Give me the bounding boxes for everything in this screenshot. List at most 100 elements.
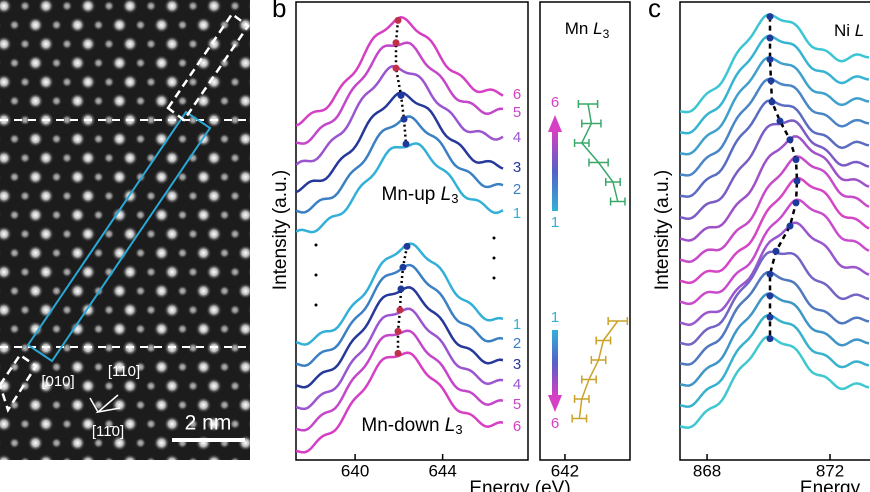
atom <box>92 209 105 221</box>
atom <box>80 188 96 204</box>
atom <box>218 247 231 259</box>
atom <box>61 342 73 354</box>
atom <box>0 172 2 182</box>
atom <box>206 302 222 318</box>
spectrum-title: Mn-down L3 <box>361 415 462 437</box>
atom <box>176 323 189 335</box>
atom <box>248 0 250 12</box>
atom <box>145 190 157 202</box>
atom <box>280 131 296 147</box>
layer-label: 4 <box>513 129 521 146</box>
atom <box>92 437 105 449</box>
atom <box>0 454 12 460</box>
atom <box>19 114 31 126</box>
atom <box>261 133 272 144</box>
atom <box>28 473 44 489</box>
atom <box>50 95 63 107</box>
layer-label: 5 <box>513 104 521 121</box>
atom <box>164 264 180 280</box>
layer-label: 1 <box>513 205 521 222</box>
spectrum <box>680 176 870 285</box>
layer-label: 2 <box>513 181 521 198</box>
atom <box>237 207 250 223</box>
direction-label: [010] <box>41 373 74 390</box>
atom <box>19 190 31 202</box>
atom <box>61 418 73 430</box>
atom <box>218 95 231 107</box>
atom <box>164 416 180 432</box>
atom <box>103 114 115 126</box>
atom <box>80 0 96 14</box>
peak-dot <box>397 91 405 99</box>
atom <box>122 378 138 394</box>
atom <box>218 361 231 373</box>
atom <box>0 248 2 258</box>
atom <box>122 416 138 432</box>
atom <box>50 399 63 411</box>
atom <box>103 266 115 278</box>
atom <box>27 55 44 71</box>
atom <box>50 361 63 373</box>
atom <box>0 36 12 52</box>
atom <box>280 55 296 71</box>
atom <box>27 93 44 109</box>
atom <box>164 302 180 318</box>
atom <box>50 133 63 145</box>
atom <box>50 437 63 449</box>
atom <box>280 473 296 489</box>
atom <box>261 437 272 448</box>
atom <box>248 190 250 202</box>
atom <box>145 228 157 240</box>
atom <box>38 150 54 166</box>
atom <box>164 378 180 394</box>
atom <box>111 169 128 185</box>
atom <box>187 380 199 392</box>
atom <box>70 473 86 489</box>
atom <box>38 0 54 14</box>
atom <box>280 397 296 413</box>
atom <box>248 114 250 126</box>
atom <box>261 323 272 334</box>
atom <box>19 38 31 50</box>
atom <box>103 304 115 316</box>
atom <box>0 58 2 68</box>
atom <box>229 456 241 460</box>
spectra <box>296 15 504 454</box>
atom <box>248 38 250 50</box>
peak-dot <box>792 156 800 164</box>
atom <box>8 285 21 297</box>
atom <box>80 36 96 52</box>
layer-label: 6 <box>513 418 521 435</box>
atom <box>0 96 2 106</box>
atom <box>229 152 241 164</box>
panel-label: c <box>648 0 661 23</box>
atom <box>8 437 21 449</box>
atom <box>195 55 212 71</box>
atom <box>195 397 212 413</box>
layer-label: 5 <box>513 396 521 413</box>
atom <box>19 456 31 460</box>
atom <box>195 17 212 33</box>
peak-dot <box>402 140 410 148</box>
atom <box>134 95 147 107</box>
peak-dot <box>792 199 800 207</box>
atom <box>103 190 115 202</box>
atom <box>8 361 21 373</box>
atom <box>92 133 105 145</box>
arrow-head <box>548 395 562 412</box>
atom <box>195 435 212 451</box>
atom <box>27 245 44 261</box>
atom <box>69 17 86 33</box>
atom <box>50 323 63 335</box>
atom <box>206 264 222 280</box>
atom <box>0 134 2 144</box>
x-axis-label: Energy (eV) <box>469 478 570 492</box>
atom <box>229 304 241 316</box>
peak-dot <box>392 39 400 47</box>
atom <box>8 247 21 259</box>
atom <box>229 266 241 278</box>
atom <box>111 435 128 451</box>
atom <box>80 74 96 90</box>
atom <box>69 131 86 147</box>
atom <box>0 210 2 220</box>
